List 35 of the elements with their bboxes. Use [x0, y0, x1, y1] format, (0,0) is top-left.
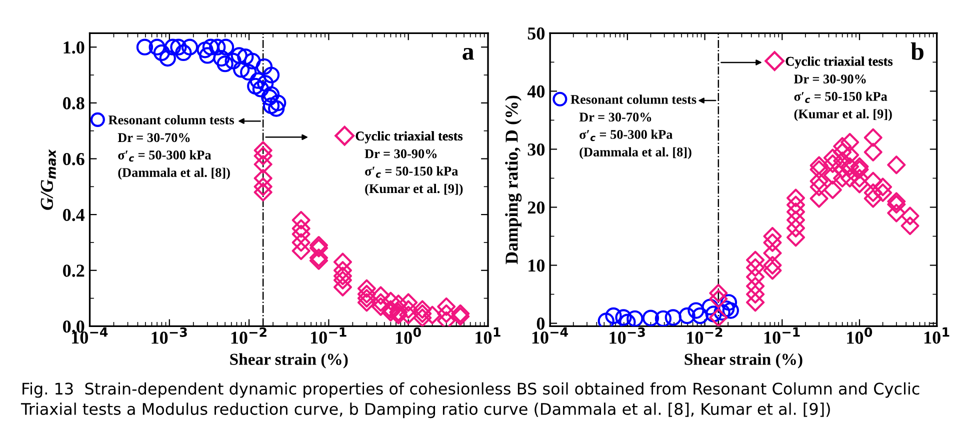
y-tick-label: 0.6: [63, 153, 84, 166]
y-tick-label: 0.2: [63, 264, 84, 277]
x-axis-title: Shear strain (%): [230, 353, 348, 368]
x-tick-label: 10$^{0}$: [847, 327, 872, 344]
x-tick-label: 10$^{−3}$: [610, 327, 645, 344]
annotation: Dr = 30-70% σ′$_{c}$ = 50-300 kPa (Dammala et al. [8]): [118, 133, 230, 180]
annotation: Dr = 30-70% σ′$_{c}$ = 50-300 kPa (Dammala et al. [8]): [579, 112, 692, 160]
x-tick-label: 10$^{1}$: [476, 327, 500, 344]
y-axis-title: Damping ratio, D (%): [505, 96, 522, 264]
y-tick-label: 0.4: [63, 208, 85, 222]
y-tick-label: 1.0: [64, 41, 84, 54]
y-tick-label: 10: [528, 260, 545, 272]
annotation: b: [910, 42, 924, 60]
x-tick-label: 10$^{−1}$: [764, 327, 800, 344]
x-tick-label: 10$^{−2}$: [687, 327, 722, 344]
y-tick-label: 0.8: [63, 97, 84, 110]
y-tick-label: 20: [528, 201, 545, 214]
y-tick-label: 50: [528, 27, 545, 40]
y-tick-label: 40: [527, 85, 545, 98]
annotation: Dr = 30-90% σ′$_{c}$ = 50-150 kPa (Kumar et al. [9]): [794, 74, 892, 122]
x-tick-label: 10$^{−2}$: [231, 327, 266, 344]
caption: Fig. 13 Strain-dependent dynamic properties of cohesionless BS soil obtained from Resonant Column and Cyclic Triaxial tests a Modulus reduction curve, b Damping ratio curve (Dammala et al. [8], Kumar et al. [9]): [20, 382, 920, 418]
x-axis-title: Shear strain (%): [684, 353, 802, 368]
legend-label: Resonant column tests: [570, 94, 696, 104]
legend-label: Cyclic triaxial tests: [356, 131, 463, 144]
y-axis-title: G/G$_{max}$: [40, 149, 56, 210]
legend-label: Resonant column tests: [108, 115, 234, 124]
x-tick-label: 10$^{1}$: [924, 327, 950, 344]
annotation: a: [462, 48, 474, 60]
y-tick-label: 30: [528, 143, 545, 156]
annotation: Dr = 30-90% σ′$_{c}$ = 50-150 kPa (Kumar et al. [9]): [364, 149, 463, 196]
x-tick-label: 10$^{−1}$: [311, 327, 346, 344]
x-tick-label: 10$^{0}$: [396, 327, 421, 344]
x-tick-label: 10$^{−3}$: [152, 327, 187, 344]
legend-label: Cyclic triaxial tests: [786, 56, 893, 68]
